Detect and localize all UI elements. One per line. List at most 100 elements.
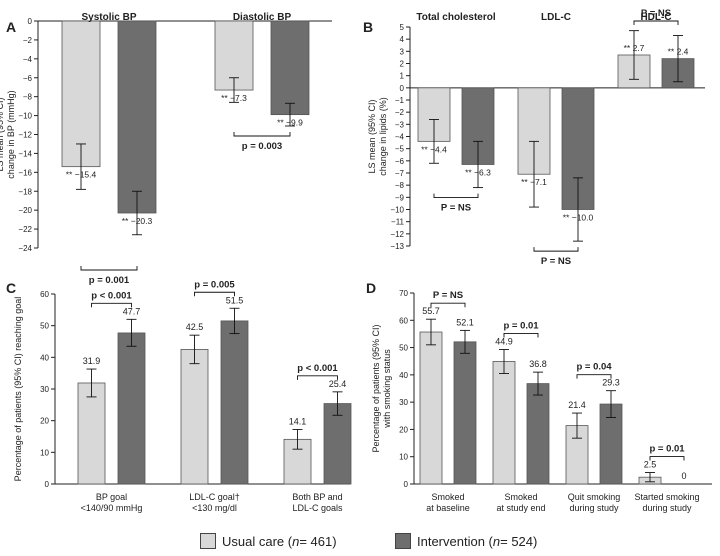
- y-axis-label-line-d: Percentage of patients (95% CI): [371, 324, 381, 452]
- data-label-c: 51.5: [226, 295, 244, 305]
- y-tick-label-d: 40: [399, 371, 408, 380]
- panel-b: B 5 4 3 2 1 0 −1 −2 −3 −4 −5 −6 −7 −8 −9 −10 −11 −12 −13 LS …: [363, 8, 705, 267]
- y-axis-label-c: Percentage of patients (95% CI) reaching…: [13, 297, 23, 482]
- comparison-label-c: p = 0.005: [194, 279, 235, 290]
- y-tick-label-d: 20: [399, 425, 408, 434]
- legend-label-usual-care-pre: Usual care (: [222, 533, 293, 549]
- y-tick-label-c: 50: [40, 322, 49, 331]
- data-label-d: 52.1: [456, 317, 474, 327]
- bar-d: [453, 341, 477, 485]
- bar-d: [526, 383, 550, 485]
- category-label-d: at study end: [496, 503, 545, 513]
- y-tick-label-a: −24: [18, 244, 32, 253]
- comparison-label-c: p < 0.001: [91, 290, 132, 301]
- comparison-label-a: p = 0.001: [89, 275, 130, 286]
- comparison-label-d: P = NS: [433, 290, 463, 301]
- y-tick-label-b: −2: [395, 108, 405, 117]
- y-axis-label-line-c: Percentage of patients (95% CI) reaching…: [13, 297, 23, 482]
- y-tick-label-b: 4: [400, 35, 405, 44]
- category-label-d: Quit smoking: [568, 492, 621, 502]
- y-tick-label-a: −22: [18, 225, 32, 234]
- category-label-d: Smoked: [431, 492, 464, 502]
- category-label-d: during study: [642, 503, 692, 513]
- y-tick-label-b: −12: [390, 230, 404, 239]
- category-label-d: Smoked: [504, 492, 537, 502]
- y-axis-label-line-a: LS mean (95% CI): [0, 97, 5, 171]
- data-label-a: ** −15.4: [66, 170, 97, 180]
- panel-letter-c: C: [6, 280, 16, 296]
- comparison-bracket-a: [233, 131, 291, 137]
- y-tick-label-a: −18: [18, 187, 32, 196]
- comparison-label-d: p = 0.01: [649, 444, 685, 455]
- y-tick-label-c: 10: [40, 448, 49, 457]
- legend: Usual care (n = 461) Intervention (n = 5…: [0, 528, 720, 554]
- bar-c: [220, 320, 249, 485]
- y-axis-label-line-b: change in lipids (%): [378, 97, 388, 176]
- panel-letter-b: B: [363, 19, 373, 35]
- group-label-b: Total cholesterol: [416, 12, 495, 23]
- comparison-bracket-d: [430, 302, 466, 308]
- category-label-c: LDL-C goals: [292, 503, 343, 513]
- category-label-c: <140/90 mmHg: [81, 503, 143, 513]
- y-tick-label-c: 0: [45, 480, 50, 489]
- data-label-b: ** 2.7: [624, 43, 645, 53]
- legend-label-usual-care-post: = 461): [299, 533, 337, 549]
- comparison-bracket-d: [503, 333, 539, 338]
- legend-label-intervention-pre: Intervention (: [417, 533, 493, 549]
- data-label-d: 44.9: [495, 336, 513, 346]
- comparison-bracket-d: [649, 456, 685, 461]
- y-axis-label-line-d: with smoking status: [382, 349, 392, 429]
- group-label-b: HDL-C: [640, 12, 671, 23]
- category-label-d: during study: [569, 503, 619, 513]
- comparison-bracket-b: [433, 193, 479, 199]
- comparison-bracket-c: [91, 302, 132, 308]
- data-label-d: 55.7: [422, 306, 440, 316]
- y-tick-label-b: −9: [395, 193, 405, 202]
- legend-intervention: Intervention (n = 524): [395, 532, 537, 550]
- group-label-b: LDL-C: [541, 12, 571, 23]
- category-label-c: LDL-C goal†: [189, 492, 240, 502]
- y-tick-label-b: 0: [400, 84, 405, 93]
- y-tick-label-a: −14: [18, 149, 32, 158]
- bar-c: [180, 349, 209, 485]
- y-tick-label-b: 2: [400, 60, 405, 69]
- legend-label-usual-care-n: n: [292, 533, 300, 549]
- panel-d: D 0 10 20 30 40 50 60 70 Percentage of patients (…: [366, 280, 712, 513]
- comparison-bracket-b: [533, 247, 579, 252]
- data-label-d: 29.3: [602, 378, 620, 388]
- y-tick-label-b: 1: [400, 72, 405, 81]
- y-tick-label-b: 5: [400, 23, 405, 32]
- bar-a: [270, 20, 310, 116]
- category-label-c: BP goal: [96, 492, 127, 502]
- y-axis-label-b: LS mean (95% CI)change in lipids (%): [367, 97, 388, 176]
- data-label-d: 2.5: [644, 460, 657, 470]
- y-tick-label-c: 20: [40, 417, 49, 426]
- legend-usual-care: Usual care (n = 461): [200, 532, 337, 550]
- y-tick-label-a: −16: [18, 168, 32, 177]
- data-label-c: 42.5: [186, 322, 204, 332]
- comparison-bracket-c: [194, 291, 235, 297]
- data-label-d: 0: [681, 471, 686, 481]
- legend-swatch-usual-care: [200, 533, 216, 549]
- y-tick-label-b: −4: [395, 133, 405, 142]
- y-tick-label-a: −8: [23, 93, 33, 102]
- comparison-bracket-c: [297, 375, 338, 380]
- panel-c: C 0 10 20 30 40 50 60 Percentage of patients (95…: [6, 279, 352, 513]
- y-axis-label-a: LS mean (95% CI)change in BP (mmHg): [0, 90, 16, 178]
- data-label-b: ** 2.4: [668, 47, 689, 57]
- category-label-d: Started smoking: [634, 492, 699, 502]
- data-label-c: 47.7: [123, 306, 141, 316]
- data-label-c: 31.9: [83, 356, 101, 366]
- y-tick-label-b: −8: [395, 181, 405, 190]
- data-label-c: 14.1: [289, 417, 307, 427]
- y-tick-label-c: 40: [40, 353, 49, 362]
- comparison-label-c: p < 0.001: [297, 363, 338, 374]
- y-tick-label-b: −5: [395, 145, 405, 154]
- category-label-d: at baseline: [426, 503, 470, 513]
- group-label-a: Diastolic BP: [233, 12, 292, 23]
- bar-c: [283, 438, 312, 485]
- y-axis-label-line-b: LS mean (95% CI): [367, 99, 377, 173]
- data-label-b: ** −4.4: [421, 144, 447, 154]
- y-tick-label-d: 0: [404, 480, 409, 489]
- y-tick-label-b: −6: [395, 157, 405, 166]
